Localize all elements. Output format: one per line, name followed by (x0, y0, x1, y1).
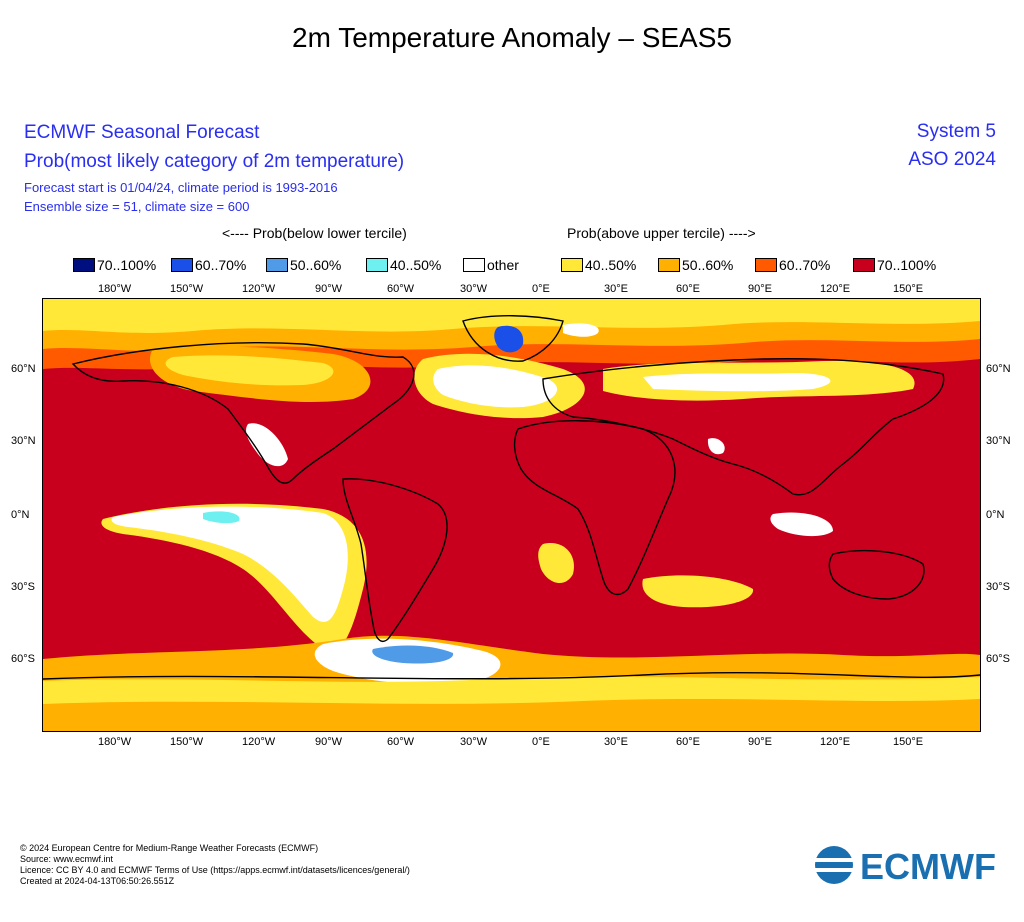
longitude-label: 60°E (676, 283, 700, 295)
ecmwf-logo: ECMWF (812, 843, 1007, 887)
region-canada-yellow (165, 355, 334, 386)
region-siberia-white (643, 373, 831, 392)
legend-label: 60..70% (195, 257, 247, 273)
region-indian-ocean-yellow (642, 575, 754, 608)
longitude-label: 60°W (387, 736, 415, 748)
latitude-label: 60°N (11, 363, 36, 375)
longitude-label: 180°W (98, 736, 132, 748)
footer-source: Source: www.ecmwf.int (20, 854, 114, 864)
legend-swatch (171, 258, 193, 272)
longitude-label: 90°W (315, 283, 343, 295)
longitude-label: 0°E (532, 283, 550, 295)
latitude-label: 60°N (986, 363, 1011, 375)
legend-label: 60..70% (779, 257, 831, 273)
legend-swatch (561, 258, 583, 272)
longitude-label: 60°W (387, 283, 415, 295)
legend-label: 50..60% (682, 257, 734, 273)
longitude-label: 30°W (460, 736, 488, 748)
legend-swatch (366, 258, 388, 272)
legend-below-title: <---- Prob(below lower tercile) (222, 225, 407, 241)
probability-map (43, 299, 980, 731)
region-arctic-white (563, 323, 599, 337)
legend-item: 70..100% (73, 257, 156, 273)
longitude-label: 30°E (604, 283, 628, 295)
longitude-label: 120°W (242, 736, 276, 748)
latitude-label: 60°S (986, 653, 1010, 665)
longitude-label: 60°E (676, 736, 700, 748)
longitude-label: 120°E (820, 736, 851, 748)
longitude-label: 150°W (170, 283, 204, 295)
legend-above-title: Prob(above upper tercile) ----> (567, 225, 756, 241)
longitude-label: 90°E (748, 283, 772, 295)
latitude-label: 60°S (11, 653, 35, 665)
legend-label: 70..100% (97, 257, 157, 273)
legend-label: 40..50% (390, 257, 442, 273)
longitude-label: 150°E (893, 736, 924, 748)
footer: © 2024 European Centre for Medium-Range … (20, 843, 410, 887)
legend-item: 50..60% (658, 257, 733, 273)
legend-item: 70..100% (853, 257, 936, 273)
region-pacific-cyan (203, 511, 240, 524)
region-north-atlantic-white (433, 365, 558, 408)
header-system: System 5 (916, 121, 996, 142)
legend-item: other (463, 257, 519, 273)
footer-copyright: © 2024 European Centre for Medium-Range … (20, 843, 319, 853)
legend-swatch (658, 258, 680, 272)
footer-licence: Licence: CC BY 4.0 and ECMWF Terms of Us… (20, 865, 410, 875)
region-greenland-blue (494, 325, 524, 353)
ecmwf-logo-icon: ECMWF (815, 846, 996, 887)
legend-swatch (853, 258, 875, 272)
longitude-label: 150°W (170, 736, 204, 748)
header-forecast-start: Forecast start is 01/04/24, climate peri… (24, 180, 338, 195)
latitude-label: 30°N (986, 435, 1011, 447)
longitude-label: 90°W (315, 736, 343, 748)
map-panel (42, 298, 981, 732)
region-maritime-white (770, 512, 833, 537)
legend-swatch (755, 258, 777, 272)
region-tropical-pacific-white (111, 506, 348, 622)
region-antarctic-amber (43, 699, 980, 731)
longitude-label: 150°E (893, 283, 924, 295)
latitude-label: 30°S (11, 581, 35, 593)
latitude-label: 30°N (11, 435, 36, 447)
region-middle-east-white (707, 438, 725, 455)
header-ensemble-size: Ensemble size = 51, climate size = 600 (24, 199, 250, 214)
header-period: ASO 2024 (908, 149, 996, 170)
latitude-label: 0°N (986, 509, 1005, 521)
longitude-label: 0°E (532, 736, 550, 748)
legend-label: 50..60% (290, 257, 342, 273)
legend-item: 50..60% (266, 257, 341, 273)
longitude-label: 30°E (604, 736, 628, 748)
longitude-label: 90°E (748, 736, 772, 748)
legend-label: other (487, 257, 519, 273)
region-baja-white (246, 423, 288, 467)
legend-swatch (463, 258, 485, 272)
legend-item: 60..70% (171, 257, 246, 273)
legend-item: 60..70% (755, 257, 830, 273)
region-drake-blue (372, 645, 454, 664)
footer-created: Created at 2024-04-13T06:50:26.551Z (20, 876, 175, 886)
latitude-label: 30°S (986, 581, 1010, 593)
legend-item: 40..50% (366, 257, 441, 273)
coastlines (43, 315, 980, 680)
svg-text:ECMWF: ECMWF (860, 846, 996, 887)
longitude-label: 120°E (820, 283, 851, 295)
header-product-name: ECMWF Seasonal Forecast (24, 122, 260, 143)
header-product-description: Prob(most likely category of 2m temperat… (24, 151, 405, 172)
page-title: 2m Temperature Anomaly – SEAS5 (292, 22, 732, 53)
legend-label: 40..50% (585, 257, 637, 273)
legend-label: 70..100% (877, 257, 937, 273)
longitude-label: 120°W (242, 283, 276, 295)
legend-item: 40..50% (561, 257, 636, 273)
legend-swatch (73, 258, 95, 272)
region-south-atlantic-yellow (538, 543, 574, 584)
longitude-label: 180°W (98, 283, 132, 295)
legend-swatch (266, 258, 288, 272)
latitude-label: 0°N (11, 509, 30, 521)
longitude-label: 30°W (460, 283, 488, 295)
